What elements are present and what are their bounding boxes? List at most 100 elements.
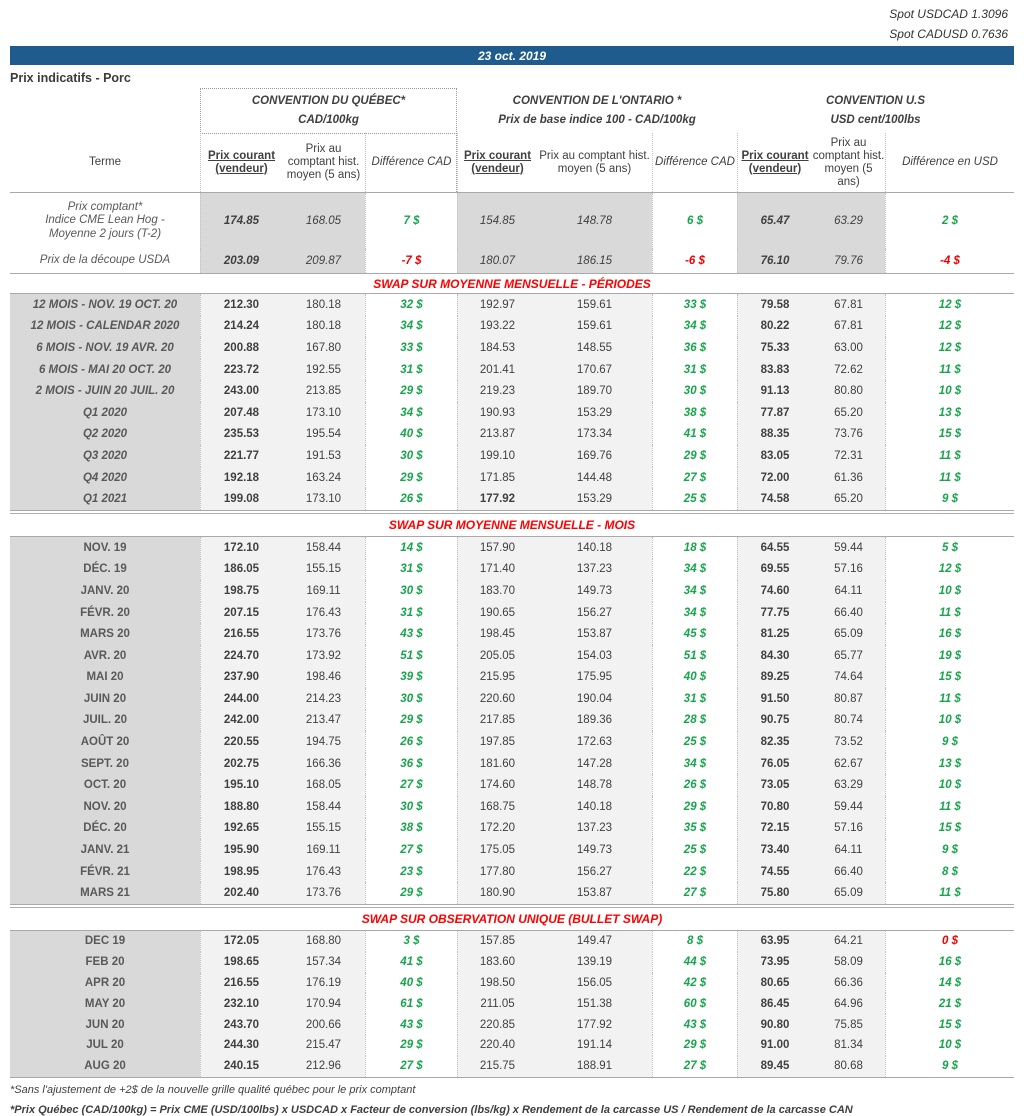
price-cell: 192.97 — [457, 294, 537, 316]
price-cell: 139.19 — [537, 951, 652, 973]
difference-cell: 9 $ — [885, 839, 1014, 861]
price-cell: 148.78 — [537, 774, 652, 797]
difference-cell: 39 $ — [365, 666, 457, 689]
column-headers: Terme Prix courant (vendeur) Prix au com… — [10, 133, 1014, 192]
price-cell: 176.43 — [282, 860, 365, 883]
section-prix-comptant: Prix comptant* Indice CME Lean Hog - Moy… — [10, 192, 1014, 274]
difference-cell: -4 $ — [885, 249, 1014, 273]
terme-cell: AOÛT 20 — [10, 731, 200, 753]
table-row: JUIN 20 244.00 214.23 30 $220.60 190.04 31 $9… — [10, 688, 1014, 710]
price-cell: 156.05 — [537, 972, 652, 994]
difference-cell: 34 $ — [365, 401, 457, 424]
difference-cell: 12 $ — [885, 315, 1014, 338]
price-cell: 192.65 — [200, 817, 282, 840]
price-cell: 65.77 — [812, 644, 885, 667]
difference-cell: 34 $ — [652, 580, 737, 602]
price-cell: 172.63 — [537, 731, 652, 753]
price-cell: 201.41 — [457, 358, 537, 381]
terme-cell: FEB 20 — [10, 951, 200, 973]
price-cell: 168.05 — [282, 774, 365, 797]
price-cell: 59.44 — [812, 536, 885, 559]
difference-cell: 30 $ — [365, 688, 457, 710]
price-cell: 213.87 — [457, 423, 537, 446]
price-cell: 149.47 — [537, 931, 652, 952]
column-header-qc-prix-courant: Prix courant (vendeur) — [200, 133, 282, 192]
price-cell: 80.80 — [812, 380, 885, 402]
price-cell: 223.72 — [200, 358, 282, 381]
terme-cell: Q1 2020 — [10, 401, 200, 424]
price-cell: 170.67 — [537, 358, 652, 381]
price-cell: 63.00 — [812, 337, 885, 359]
price-cell: 173.10 — [282, 401, 365, 424]
price-cell: 198.45 — [457, 623, 537, 645]
price-cell: 171.85 — [457, 466, 537, 489]
table-row: Q1 2020 207.48 173.10 34 $190.93 153.29 38 $7… — [10, 401, 1014, 424]
price-cell: 180.18 — [282, 294, 365, 316]
price-cell: 177.80 — [457, 860, 537, 883]
price-cell: 192.55 — [282, 358, 365, 381]
price-cell: 149.73 — [537, 839, 652, 861]
price-cell: 80.22 — [737, 315, 812, 338]
price-cell: 63.29 — [812, 774, 885, 797]
price-cell: 195.54 — [282, 423, 365, 446]
price-cell: 212.96 — [282, 1055, 365, 1077]
price-cell: 197.85 — [457, 731, 537, 753]
table-row: FÉVR. 21 198.95 176.43 23 $177.80 156.27 22 $… — [10, 860, 1014, 883]
price-cell: 84.30 — [737, 644, 812, 667]
price-cell: 156.27 — [537, 601, 652, 624]
price-cell: 215.95 — [457, 666, 537, 689]
difference-cell: 8 $ — [885, 860, 1014, 883]
price-cell: 188.91 — [537, 1055, 652, 1077]
price-cell: 59.44 — [812, 796, 885, 818]
section-title-bullet: SWAP SUR OBSERVATION UNIQUE (BULLET SWAP… — [10, 907, 1014, 930]
difference-cell: 11 $ — [885, 466, 1014, 489]
price-cell: 176.43 — [282, 601, 365, 624]
quebec-convention-header: CONVENTION DU QUÉBEC* CAD/100kg — [200, 88, 457, 126]
column-header-qc-prix-comptant: Prix au comptant hist. moyen (5 ans) — [286, 143, 361, 181]
price-cell: 221.77 — [200, 445, 282, 467]
difference-cell: 21 $ — [885, 993, 1014, 1015]
section-bullet-swap: DEC 19 172.05 168.80 3 $157.85 149.47 8 $63.9… — [10, 930, 1014, 1078]
price-cell: 168.75 — [457, 796, 537, 818]
terme-cell: MARS 21 — [10, 882, 200, 905]
price-cell: 180.18 — [282, 315, 365, 338]
column-header-on-prix-courant: Prix courant (vendeur) — [457, 133, 537, 192]
terme-cell: Prix de la découpe USDA — [39, 254, 171, 267]
column-header-us-prix-comptant: Prix au comptant hist. moyen (5 ans) — [812, 136, 885, 188]
terme-cell: FÉVR. 21 — [10, 860, 200, 883]
column-header-on-difference: Différence CAD — [652, 133, 737, 192]
difference-cell: 38 $ — [365, 817, 457, 840]
price-cell: 166.36 — [282, 752, 365, 775]
difference-cell: 16 $ — [885, 951, 1014, 973]
column-header-us-difference: Différence en USD — [885, 133, 1014, 192]
price-cell: 189.36 — [537, 709, 652, 732]
terme-cell: DEC 19 — [10, 931, 200, 952]
us-convention-title: CONVENTION U.S — [825, 95, 926, 107]
difference-cell: 31 $ — [652, 358, 737, 381]
ontario-convention-header: CONVENTION DE L'ONTARIO * Prix de base i… — [457, 88, 737, 126]
price-cell: 151.38 — [537, 993, 652, 1015]
table-row: AOÛT 20 220.55 194.75 26 $197.85 172.63 25 $8… — [10, 731, 1014, 753]
price-cell: 232.10 — [200, 993, 282, 1015]
spot-rates: Spot USDCAD 1.3096 Spot CADUSD 0.7636 — [0, 0, 1024, 44]
price-cell: 148.55 — [537, 337, 652, 359]
difference-cell: 12 $ — [885, 337, 1014, 359]
price-cell: 181.60 — [457, 752, 537, 775]
difference-cell: 15 $ — [885, 423, 1014, 446]
difference-cell: 29 $ — [365, 380, 457, 402]
section-swap-mois: NOV. 19 172.10 158.44 14 $157.90 140.18 18 $6… — [10, 535, 1014, 906]
price-cell: 140.18 — [537, 536, 652, 559]
table-header: CONVENTION DU QUÉBEC* CAD/100kg CONVENTI… — [10, 88, 1014, 192]
table-row: JANV. 20 198.75 169.11 30 $183.70 149.73 34 $… — [10, 580, 1014, 602]
difference-cell: 29 $ — [652, 796, 737, 818]
difference-cell: 18 $ — [652, 536, 737, 559]
price-cell: 72.15 — [737, 817, 812, 840]
price-cell: 65.20 — [812, 488, 885, 510]
terme-cell: JUN 20 — [10, 1014, 200, 1036]
table-row: DÉC. 19 186.05 155.15 31 $171.40 137.23 34 $6… — [10, 558, 1014, 581]
price-cell: 64.11 — [812, 839, 885, 861]
price-cell: 191.14 — [537, 1035, 652, 1056]
difference-cell: 41 $ — [365, 951, 457, 973]
ontario-convention-title: CONVENTION DE L'ONTARIO * — [512, 95, 682, 107]
difference-cell: 34 $ — [652, 315, 737, 338]
